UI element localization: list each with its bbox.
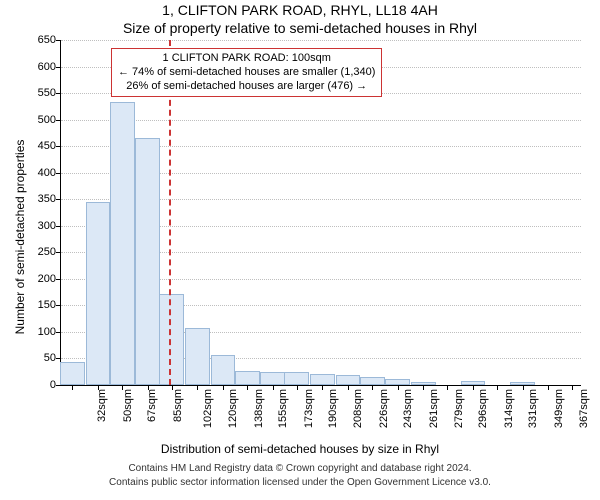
x-tick-label: 261sqm [428,389,440,428]
chart-title-line2: Size of property relative to semi-detach… [0,20,600,36]
x-tick-label: 226sqm [378,389,390,428]
x-axis-label: Distribution of semi-detached houses by … [0,442,600,456]
histogram-bar [60,362,85,385]
histogram-bar [211,355,236,385]
x-tick-mark [98,385,99,390]
x-tick-label: 50sqm [122,389,134,422]
x-tick-mark [423,385,424,390]
x-tick-label: 173sqm [303,389,315,428]
x-tick-mark [223,385,224,390]
y-tick-mark [56,67,61,68]
y-tick-mark [56,226,61,227]
y-tick-mark [56,358,61,359]
x-tick-label: 208sqm [353,389,365,428]
x-tick-mark [348,385,349,390]
x-tick-label: 349sqm [553,389,565,428]
y-tick-label: 50 [16,352,56,364]
y-tick-mark [56,120,61,121]
y-tick-label: 250 [16,246,56,258]
x-tick-label: 85sqm [172,389,184,422]
x-tick-mark [172,385,173,390]
footer-line1: Contains HM Land Registry data © Crown c… [0,463,600,474]
histogram-bar [135,138,160,385]
x-tick-label: 279sqm [453,389,465,428]
x-tick-label: 296sqm [478,389,490,428]
x-tick-label: 314sqm [503,389,515,428]
histogram-bar [86,202,111,385]
x-tick-mark [122,385,123,390]
y-tick-label: 100 [16,326,56,338]
y-tick-mark [56,40,61,41]
histogram-plot-area: 0501001502002503003504004505005506006503… [60,40,581,386]
y-tick-label: 650 [16,34,56,46]
x-tick-mark [372,385,373,390]
y-tick-label: 200 [16,273,56,285]
x-tick-mark [247,385,248,390]
histogram-bar [284,372,309,385]
annotation-line3: 26% of semi-detached houses are larger (… [118,80,375,94]
x-tick-label: 243sqm [402,389,414,428]
x-tick-label: 120sqm [228,389,240,428]
x-tick-mark [523,385,524,390]
x-tick-label: 138sqm [253,389,265,428]
x-tick-mark [473,385,474,390]
annotation-line2: ← 74% of semi-detached houses are smalle… [118,66,375,80]
y-tick-mark [56,305,61,306]
x-tick-mark [72,385,73,390]
x-tick-mark [148,385,149,390]
x-tick-label: 367sqm [578,389,590,428]
y-tick-label: 550 [16,87,56,99]
footer-line2: Contains public sector information licen… [0,477,600,488]
x-tick-mark [273,385,274,390]
x-tick-label: 331sqm [527,389,539,428]
x-tick-mark [197,385,198,390]
x-tick-mark [548,385,549,390]
x-tick-mark [447,385,448,390]
histogram-bar [336,375,361,385]
x-tick-label: 32sqm [96,389,108,422]
x-tick-mark [322,385,323,390]
x-tick-label: 102sqm [202,389,214,428]
y-tick-mark [56,332,61,333]
annotation-box: 1 CLIFTON PARK ROAD: 100sqm← 74% of semi… [111,48,382,97]
y-tick-label: 500 [16,114,56,126]
y-tick-mark [56,252,61,253]
y-tick-mark [56,173,61,174]
y-tick-label: 0 [16,379,56,391]
y-tick-label: 450 [16,140,56,152]
histogram-bar [310,374,335,385]
x-tick-mark [398,385,399,390]
y-gridline [61,40,581,41]
histogram-bar [110,102,135,385]
histogram-bar [159,294,184,385]
y-tick-mark [56,146,61,147]
x-tick-mark [297,385,298,390]
y-tick-mark [56,279,61,280]
annotation-line1: 1 CLIFTON PARK ROAD: 100sqm [118,52,375,66]
histogram-bar [260,372,285,385]
y-gridline [61,120,581,121]
x-tick-mark [572,385,573,390]
y-tick-label: 300 [16,220,56,232]
x-tick-label: 190sqm [327,389,339,428]
histogram-bar [360,377,385,385]
x-tick-label: 155sqm [277,389,289,428]
histogram-bar [185,328,210,385]
y-tick-label: 600 [16,61,56,73]
x-tick-mark [497,385,498,390]
y-tick-mark [56,199,61,200]
y-tick-label: 350 [16,193,56,205]
chart-title-line1: 1, CLIFTON PARK ROAD, RHYL, LL18 4AH [0,2,600,18]
y-tick-label: 400 [16,167,56,179]
y-axis-label: Number of semi-detached properties [13,87,27,387]
x-tick-label: 67sqm [146,389,158,422]
histogram-bar [235,371,260,385]
y-tick-mark [56,93,61,94]
y-tick-label: 150 [16,299,56,311]
y-tick-mark [56,385,61,386]
